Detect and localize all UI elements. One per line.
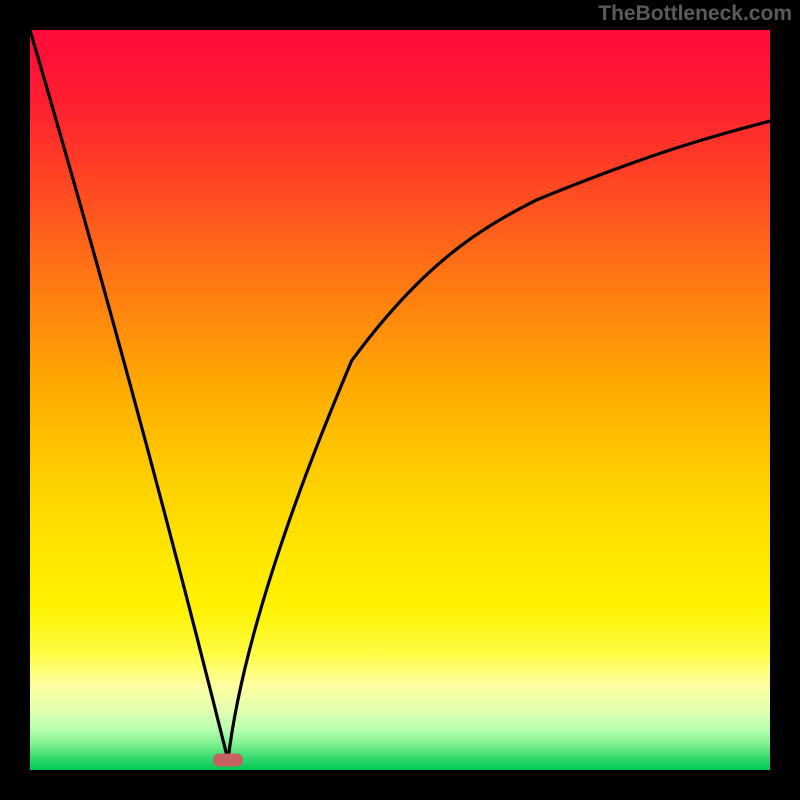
chart-container: TheBottleneck.com — [0, 0, 800, 800]
watermark-text: TheBottleneck.com — [598, 2, 792, 26]
chart-background — [30, 30, 770, 770]
bottleneck-chart — [0, 0, 800, 800]
apex-marker — [213, 754, 243, 767]
